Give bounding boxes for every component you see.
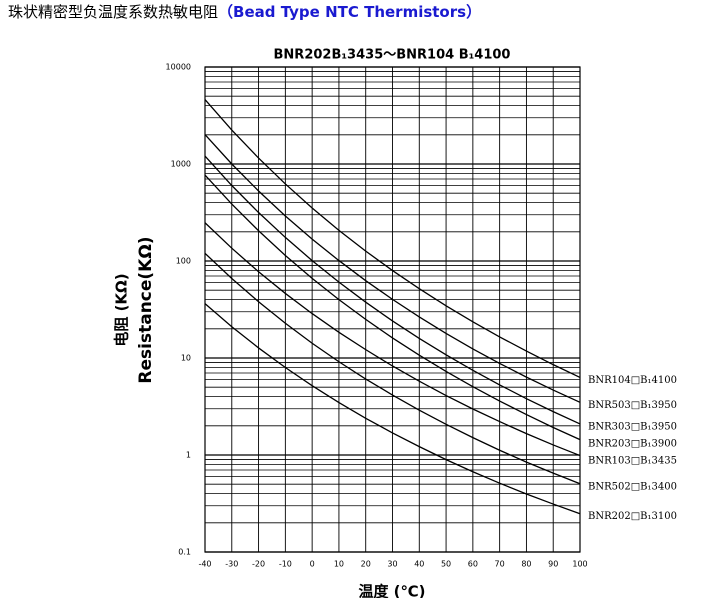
x-label: 温度 (℃) xyxy=(358,583,425,598)
series-line xyxy=(204,155,581,425)
y-tick-label: 100 xyxy=(176,257,191,266)
y-tick-label: 0.1 xyxy=(178,548,191,557)
header-title: 珠状精密型负温度系数热敏电阻 xyxy=(8,3,218,21)
series-line xyxy=(204,222,581,457)
x-tick-label: 50 xyxy=(441,560,451,569)
legend-label: BNR503□B₁3950 xyxy=(588,400,677,411)
header-subtitle: （Bead Type NTC Thermistors） xyxy=(218,3,481,21)
x-tick-label: 20 xyxy=(361,560,371,569)
legend-label: BNR502□B₁3400 xyxy=(588,481,677,492)
x-tick-label: 100 xyxy=(572,560,587,569)
series-line xyxy=(204,174,581,441)
series-line xyxy=(204,252,581,485)
x-tick-label: 80 xyxy=(521,560,531,569)
legend-label: BNR202□B₁3100 xyxy=(588,511,677,522)
legend-label: BNR103□B₁3435 xyxy=(588,455,677,466)
series-line xyxy=(204,99,581,379)
x-tick-label: -40 xyxy=(198,560,211,569)
x-tick-label: 70 xyxy=(495,560,505,569)
legend-label: BNR303□B₁3950 xyxy=(588,421,677,432)
legend-label: BNR104□B₁4100 xyxy=(588,375,677,386)
x-tick-label: 60 xyxy=(468,560,478,569)
y-tick-label: 1000 xyxy=(171,160,191,169)
y-tick-label: 1 xyxy=(186,451,191,460)
series-line xyxy=(204,303,581,515)
y-label: Resistance(KΩ) xyxy=(136,236,156,383)
y-label-cn: 电阻 (KΩ) xyxy=(113,273,131,346)
y-tick-label: 10000 xyxy=(166,63,191,72)
x-tick-label: 90 xyxy=(548,560,558,569)
series-line xyxy=(204,134,581,403)
legend-label: BNR203□B₁3900 xyxy=(588,438,677,449)
header: 珠状精密型负温度系数热敏电阻（Bead Type NTC Thermistors… xyxy=(8,3,481,21)
y-tick-label: 10 xyxy=(181,354,191,363)
x-tick-label: -20 xyxy=(252,560,265,569)
x-tick-label: 30 xyxy=(387,560,397,569)
plot-frame xyxy=(204,66,581,553)
x-tick-label: -10 xyxy=(279,560,292,569)
x-tick-label: 40 xyxy=(414,560,424,569)
x-tick-label: 0 xyxy=(310,560,315,569)
x-tick-label: 10 xyxy=(334,560,344,569)
x-tick-label: -30 xyxy=(225,560,238,569)
chart-title: BNR202B₁3435～BNR104 B₁4100 xyxy=(274,48,511,63)
